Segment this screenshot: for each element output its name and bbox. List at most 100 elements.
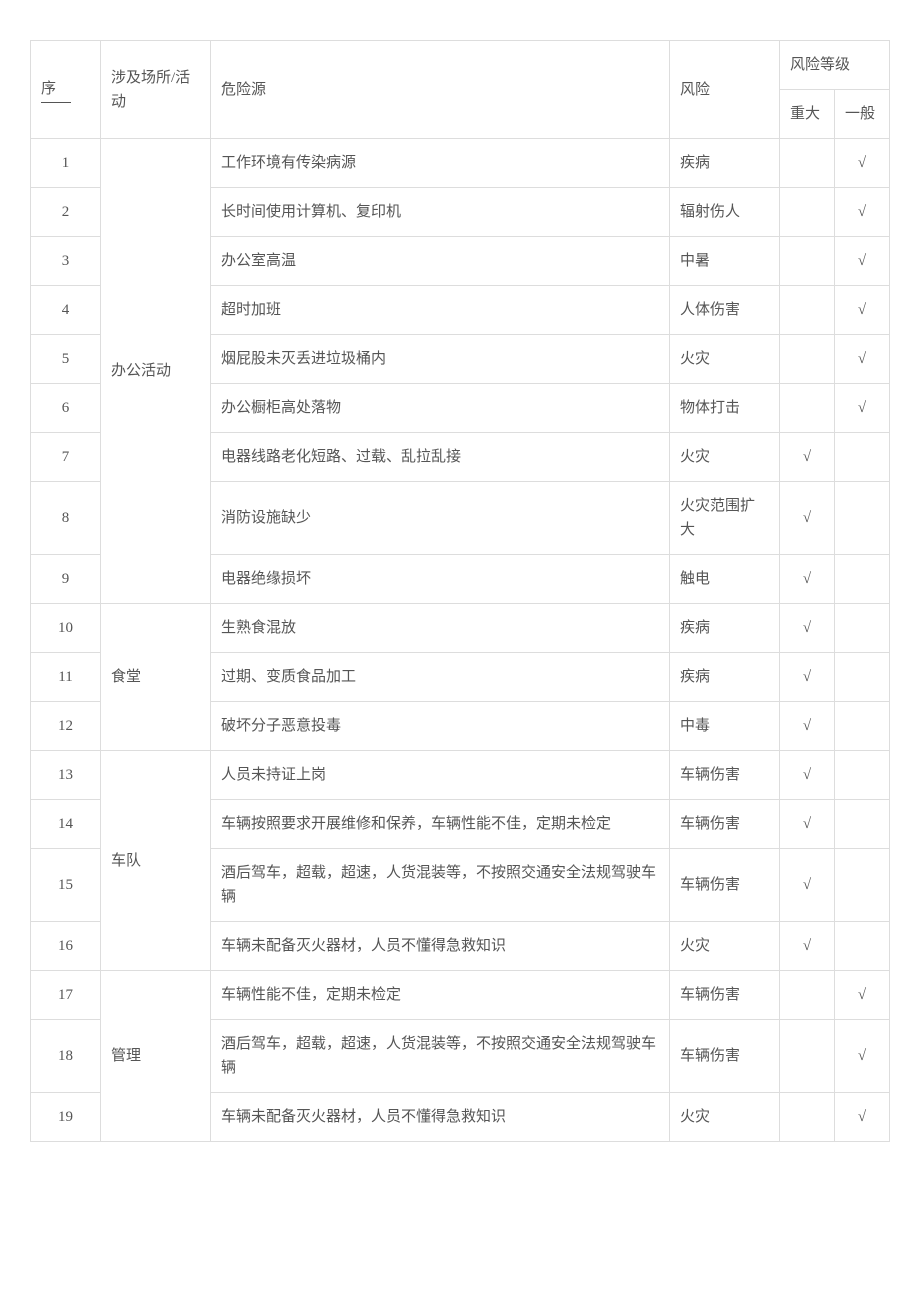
cell-general	[834, 604, 889, 653]
cell-hazard: 人员未持证上岗	[211, 751, 670, 800]
cell-seq: 14	[31, 800, 101, 849]
cell-major: √	[779, 800, 834, 849]
cell-major: √	[779, 555, 834, 604]
cell-seq: 4	[31, 286, 101, 335]
cell-major: √	[779, 604, 834, 653]
cell-hazard: 车辆未配备灭火器材，人员不懂得急救知识	[211, 922, 670, 971]
cell-risk: 疾病	[669, 653, 779, 702]
cell-hazard: 车辆性能不佳，定期未检定	[211, 971, 670, 1020]
cell-risk: 车辆伤害	[669, 849, 779, 922]
table-row: 10食堂生熟食混放疾病√	[31, 604, 890, 653]
cell-hazard: 车辆未配备灭火器材，人员不懂得急救知识	[211, 1093, 670, 1142]
cell-hazard: 办公室高温	[211, 237, 670, 286]
cell-general: √	[834, 286, 889, 335]
cell-seq: 3	[31, 237, 101, 286]
header-level-major: 重大	[779, 90, 834, 139]
cell-location: 食堂	[101, 604, 211, 751]
cell-risk: 火灾	[669, 433, 779, 482]
cell-seq: 11	[31, 653, 101, 702]
cell-general: √	[834, 1020, 889, 1093]
table-row: 1办公活动工作环境有传染病源疾病√	[31, 139, 890, 188]
cell-major	[779, 139, 834, 188]
cell-risk: 中毒	[669, 702, 779, 751]
cell-general	[834, 849, 889, 922]
cell-hazard: 酒后驾车，超载，超速，人货混装等，不按照交通安全法规驾驶车辆	[211, 849, 670, 922]
cell-risk: 火灾	[669, 1093, 779, 1142]
cell-risk: 车辆伤害	[669, 1020, 779, 1093]
cell-general	[834, 702, 889, 751]
cell-seq: 10	[31, 604, 101, 653]
cell-risk: 物体打击	[669, 384, 779, 433]
cell-seq: 15	[31, 849, 101, 922]
cell-major: √	[779, 702, 834, 751]
cell-risk: 火灾	[669, 922, 779, 971]
cell-seq: 19	[31, 1093, 101, 1142]
cell-risk: 人体伤害	[669, 286, 779, 335]
cell-hazard: 酒后驾车，超载，超速，人货混装等，不按照交通安全法规驾驶车辆	[211, 1020, 670, 1093]
header-risk: 风险	[669, 41, 779, 139]
cell-major	[779, 1093, 834, 1142]
cell-hazard: 消防设施缺少	[211, 482, 670, 555]
cell-seq: 7	[31, 433, 101, 482]
cell-general	[834, 653, 889, 702]
cell-seq: 18	[31, 1020, 101, 1093]
cell-risk: 中暑	[669, 237, 779, 286]
cell-seq: 12	[31, 702, 101, 751]
cell-risk: 疾病	[669, 604, 779, 653]
cell-general	[834, 482, 889, 555]
cell-risk: 疾病	[669, 139, 779, 188]
cell-seq: 8	[31, 482, 101, 555]
cell-general	[834, 800, 889, 849]
cell-general: √	[834, 384, 889, 433]
cell-major: √	[779, 653, 834, 702]
cell-risk: 触电	[669, 555, 779, 604]
header-level-general: 一般	[834, 90, 889, 139]
cell-major	[779, 971, 834, 1020]
header-seq: 序	[31, 41, 101, 139]
table-row: 13车队人员未持证上岗车辆伤害√	[31, 751, 890, 800]
cell-general	[834, 555, 889, 604]
header-row-1: 序 涉及场所/活动 危险源 风险 风险等级	[31, 41, 890, 90]
cell-seq: 13	[31, 751, 101, 800]
cell-hazard: 办公橱柜高处落物	[211, 384, 670, 433]
cell-general: √	[834, 139, 889, 188]
header-hazard: 危险源	[211, 41, 670, 139]
header-location: 涉及场所/活动	[101, 41, 211, 139]
cell-seq: 16	[31, 922, 101, 971]
cell-major	[779, 384, 834, 433]
cell-hazard: 超时加班	[211, 286, 670, 335]
hazard-table: 序 涉及场所/活动 危险源 风险 风险等级 重大 一般 1办公活动工作环境有传染…	[30, 40, 890, 1142]
cell-major: √	[779, 849, 834, 922]
cell-risk: 车辆伤害	[669, 751, 779, 800]
cell-general	[834, 751, 889, 800]
cell-hazard: 破坏分子恶意投毒	[211, 702, 670, 751]
cell-hazard: 工作环境有传染病源	[211, 139, 670, 188]
table-row: 17管理车辆性能不佳，定期未检定车辆伤害√	[31, 971, 890, 1020]
cell-major: √	[779, 433, 834, 482]
cell-location: 管理	[101, 971, 211, 1142]
cell-general: √	[834, 188, 889, 237]
cell-risk: 车辆伤害	[669, 971, 779, 1020]
cell-seq: 6	[31, 384, 101, 433]
cell-general: √	[834, 335, 889, 384]
cell-seq: 9	[31, 555, 101, 604]
cell-general	[834, 922, 889, 971]
cell-seq: 5	[31, 335, 101, 384]
cell-risk: 车辆伤害	[669, 800, 779, 849]
cell-seq: 17	[31, 971, 101, 1020]
cell-general: √	[834, 971, 889, 1020]
cell-hazard: 电器绝缘损坏	[211, 555, 670, 604]
cell-hazard: 过期、变质食品加工	[211, 653, 670, 702]
cell-major	[779, 188, 834, 237]
cell-major: √	[779, 751, 834, 800]
cell-hazard: 电器线路老化短路、过载、乱拉乱接	[211, 433, 670, 482]
cell-hazard: 生熟食混放	[211, 604, 670, 653]
cell-general: √	[834, 1093, 889, 1142]
cell-major	[779, 286, 834, 335]
cell-major: √	[779, 922, 834, 971]
cell-major: √	[779, 482, 834, 555]
cell-hazard: 烟屁股未灭丢进垃圾桶内	[211, 335, 670, 384]
cell-location: 车队	[101, 751, 211, 971]
cell-hazard: 车辆按照要求开展维修和保养，车辆性能不佳，定期未检定	[211, 800, 670, 849]
cell-general	[834, 433, 889, 482]
